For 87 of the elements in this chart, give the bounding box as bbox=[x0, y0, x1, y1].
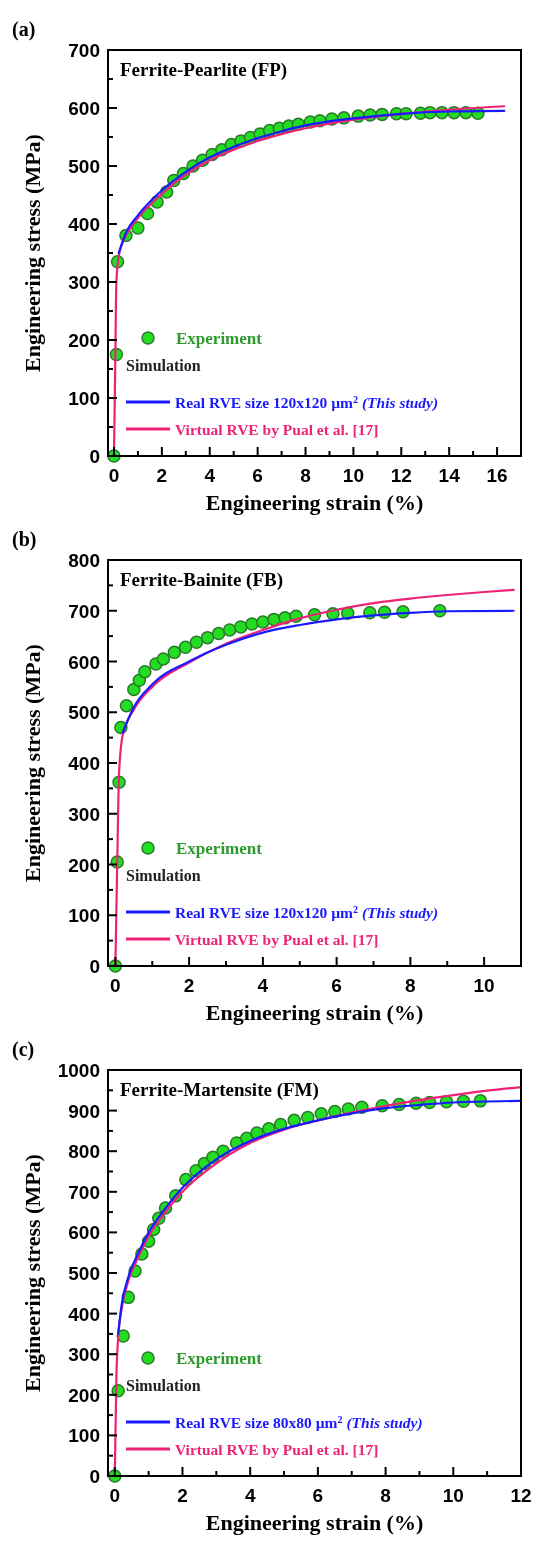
point bbox=[156, 652, 171, 666]
point bbox=[222, 623, 237, 637]
y-axis-title: Engineering stress (MPa) bbox=[20, 1154, 45, 1392]
y-tick-label: 0 bbox=[89, 956, 100, 977]
x-tick-label: 10 bbox=[473, 975, 495, 996]
x-tick-label: 0 bbox=[110, 975, 121, 996]
y-tick-label: 700 bbox=[68, 1181, 100, 1203]
x-tick-label: 0 bbox=[109, 1485, 121, 1506]
y-tick-label: 500 bbox=[68, 156, 100, 177]
legend-label: Virtual RVE by Pual et al. [17] bbox=[175, 421, 379, 438]
y-tick-label: 600 bbox=[68, 98, 100, 119]
y-axis-title: Engineering stress (MPa) bbox=[20, 134, 45, 372]
point bbox=[189, 635, 204, 649]
y-tick-label: 0 bbox=[89, 446, 100, 467]
y-tick-label: 900 bbox=[68, 1100, 100, 1122]
point bbox=[119, 698, 134, 713]
text: (b) bbox=[12, 528, 37, 551]
point bbox=[200, 630, 215, 645]
y-tick-label: 300 bbox=[68, 272, 100, 293]
x-tick-label: 2 bbox=[177, 1485, 188, 1506]
y-tick-label: 200 bbox=[68, 330, 100, 351]
legend-label: Experiment bbox=[176, 839, 263, 858]
legend-label: Real RVE size 120x120 µm$^{2}$ (This study) bbox=[175, 393, 439, 412]
point bbox=[211, 626, 226, 641]
y-tick-label: 0 bbox=[89, 1466, 100, 1487]
text: Ferrite-Pearlite (FP) bbox=[120, 59, 288, 81]
legend-label: Virtual RVE by Pual et al. [17] bbox=[175, 931, 379, 948]
point bbox=[245, 617, 259, 631]
y-tick-label: 500 bbox=[68, 702, 100, 724]
y-tick-label: 600 bbox=[68, 1222, 100, 1244]
y-tick-label: 100 bbox=[68, 388, 100, 409]
text: Ferrite-Bainite (FB) bbox=[120, 569, 284, 591]
y-tick-label: 400 bbox=[68, 1303, 100, 1325]
legend-label: Virtual RVE by Pual et al. [17] bbox=[175, 1441, 379, 1458]
y-tick-label: 800 bbox=[68, 550, 100, 571]
point bbox=[256, 615, 270, 629]
x-tick-label: 10 bbox=[442, 1485, 464, 1506]
y-tick-label: 500 bbox=[68, 1263, 100, 1284]
y-tick-label: 400 bbox=[68, 214, 100, 235]
x-axis-title: Engineering strain (%) bbox=[205, 490, 424, 515]
x-tick-label: 2 bbox=[156, 465, 168, 486]
text: (a) bbox=[12, 18, 36, 41]
y-axis-title: Engineering stress (MPa) bbox=[20, 644, 45, 882]
point bbox=[178, 640, 193, 655]
x-axis-title: Engineering strain (%) bbox=[205, 1510, 424, 1535]
legend-label: Real RVE size 120x120 µm$^{2}$ (This study) bbox=[175, 903, 439, 922]
x-tick-label: 4 bbox=[204, 465, 216, 486]
y-tick-label: 200 bbox=[68, 854, 100, 876]
y-tick-label: 100 bbox=[68, 905, 100, 927]
x-axis-title: Engineering strain (%) bbox=[205, 1000, 424, 1025]
y-tick-label: 600 bbox=[68, 651, 100, 673]
x-tick-label: 8 bbox=[405, 975, 416, 996]
x-tick-label: 2 bbox=[183, 975, 195, 996]
y-tick-label: 800 bbox=[68, 1141, 100, 1163]
x-tick-label: 14 bbox=[438, 465, 461, 486]
x-tick-label: 4 bbox=[244, 1485, 256, 1506]
y-tick-label: 200 bbox=[68, 1384, 100, 1406]
x-tick-label: 16 bbox=[486, 465, 508, 486]
x-tick-label: 0 bbox=[108, 465, 120, 486]
y-tick-label: 1000 bbox=[57, 1060, 100, 1081]
x-tick-label: 6 bbox=[331, 975, 342, 996]
x-tick-label: 10 bbox=[342, 465, 364, 486]
x-tick-label: 8 bbox=[380, 1485, 391, 1506]
legend-label: Experiment bbox=[176, 1349, 263, 1368]
point bbox=[131, 221, 145, 235]
legend-title: Simulation bbox=[126, 357, 201, 374]
point bbox=[234, 620, 248, 634]
y-tick-label: 300 bbox=[68, 803, 100, 825]
x-tick-label: 6 bbox=[252, 465, 263, 486]
text: (c) bbox=[12, 1038, 35, 1061]
x-tick-label: 6 bbox=[312, 1485, 324, 1506]
text: Ferrite-Martensite (FM) bbox=[120, 1079, 319, 1101]
x-tick-label: 8 bbox=[300, 465, 311, 486]
y-tick-label: 100 bbox=[68, 1425, 100, 1447]
y-tick-label: 400 bbox=[68, 753, 100, 774]
y-tick-label: 300 bbox=[68, 1344, 100, 1366]
legend-label: Experiment bbox=[176, 329, 263, 348]
point bbox=[138, 664, 152, 679]
x-tick-label: 4 bbox=[257, 975, 269, 996]
legend-label: Real RVE size 80x80 µm$^{2}$ (This study) bbox=[175, 1413, 423, 1432]
x-tick-label: 12 bbox=[510, 1485, 532, 1506]
y-tick-label: 700 bbox=[68, 600, 100, 622]
legend-title: Simulation bbox=[126, 1377, 201, 1394]
legend-title: Simulation bbox=[126, 867, 201, 884]
y-tick-label: 700 bbox=[68, 40, 100, 61]
x-tick-label: 12 bbox=[390, 465, 412, 486]
point bbox=[167, 645, 182, 660]
